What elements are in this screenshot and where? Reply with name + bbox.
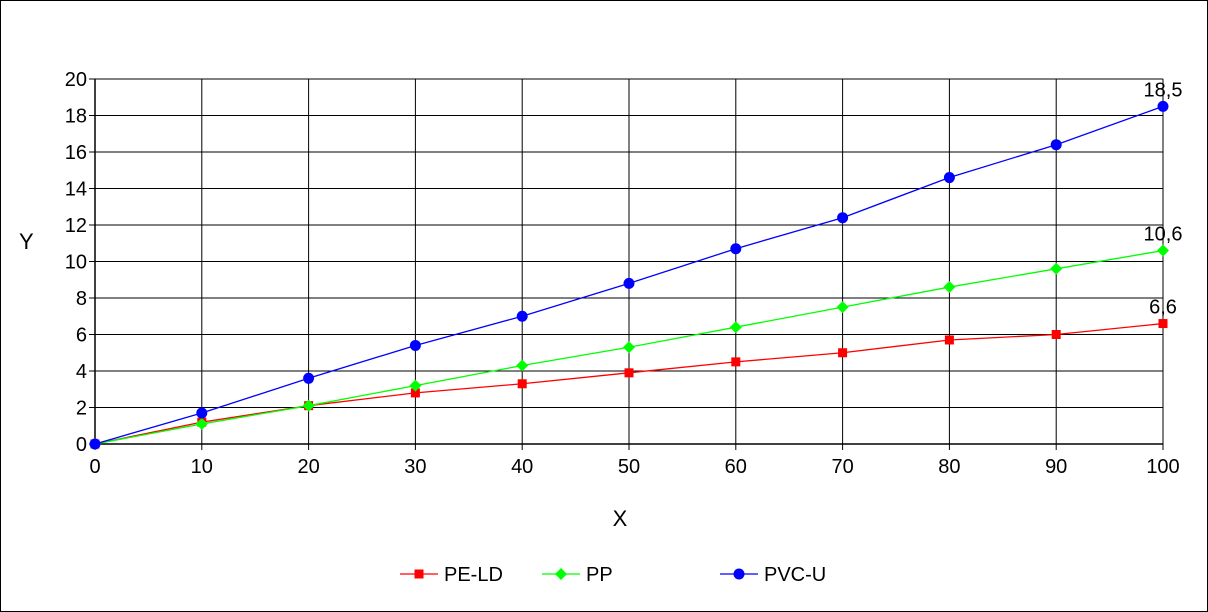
x-tick-label: 70	[831, 456, 853, 478]
data-point-pp	[409, 379, 422, 392]
data-point-pvc-u	[623, 277, 635, 289]
legend-item-pp: PP	[542, 564, 613, 586]
data-label-pp: 10,6	[1144, 224, 1183, 246]
x-tick-label: 60	[725, 456, 747, 478]
grid-lines	[94, 78, 1164, 445]
data-point-pvc-u	[196, 407, 208, 419]
legend-marker-pe-ld	[414, 569, 424, 579]
y-axis-title: Y	[19, 229, 34, 254]
data-point-pvc-u	[89, 438, 101, 450]
data-point-pvc-u	[409, 339, 421, 351]
series-pvc-u	[89, 100, 1169, 450]
y-tick-label: 12	[65, 215, 87, 237]
data-point-pp	[1050, 262, 1063, 275]
y-tick-label: 18	[65, 106, 87, 128]
y-tick-labels: 0 2 4 6 8 10 12 14 16 18 20	[65, 69, 87, 456]
data-point-pe-ld	[517, 379, 527, 389]
data-point-pp	[302, 399, 315, 412]
data-point-pp	[1157, 244, 1169, 257]
legend-label-pp: PP	[586, 564, 613, 586]
x-tick-label: 10	[191, 456, 213, 478]
data-label-pvc-u: 18,5	[1144, 79, 1183, 101]
data-point-pe-ld	[410, 388, 420, 398]
axes	[89, 78, 1164, 450]
y-tick-label: 10	[65, 252, 87, 274]
legend-marker-pvc-u	[733, 568, 745, 580]
y-tick-label: 2	[76, 398, 87, 420]
x-tick-labels: 0 10 20 30 40 50 60 70 80 90 100	[89, 456, 1179, 478]
data-point-pe-ld	[838, 348, 848, 358]
x-tick-label: 100	[1146, 456, 1179, 478]
data-point-pp	[729, 321, 742, 334]
data-point-pp	[195, 417, 208, 430]
x-tick-label: 90	[1045, 456, 1067, 478]
data-point-pp	[836, 301, 849, 314]
data-labels: 6,6 10,6 18,5	[1144, 79, 1183, 318]
y-tick-label: 8	[76, 288, 87, 310]
x-tick-label: 40	[511, 456, 533, 478]
data-point-pvc-u	[1050, 139, 1062, 151]
y-tick-label: 16	[65, 142, 87, 164]
x-tick-label: 50	[618, 456, 640, 478]
y-tick-label: 6	[76, 325, 87, 347]
y-tick-label: 0	[76, 434, 87, 456]
legend-label-pvc-u: PVC-U	[764, 564, 826, 586]
y-tick-label: 14	[65, 179, 87, 201]
data-point-pe-ld	[731, 357, 741, 367]
x-axis-title: X	[613, 506, 628, 531]
data-point-pvc-u	[303, 372, 315, 384]
data-point-pvc-u	[1157, 100, 1169, 112]
series-layer	[89, 100, 1169, 450]
x-tick-label: 80	[938, 456, 960, 478]
data-point-pe-ld	[1158, 319, 1168, 329]
data-point-pe-ld	[1051, 330, 1061, 339]
legend-item-pvc-u: PVC-U	[720, 564, 826, 586]
data-point-pe-ld	[624, 368, 634, 378]
data-point-pvc-u	[730, 243, 742, 255]
data-point-pvc-u	[837, 212, 849, 224]
y-tick-label: 4	[76, 361, 87, 383]
data-point-pp	[623, 341, 635, 354]
data-point-pp	[943, 281, 956, 294]
legend-marker-pp	[555, 568, 567, 580]
data-point-pvc-u	[943, 172, 955, 184]
x-tick-label: 0	[89, 456, 100, 478]
data-point-pvc-u	[516, 310, 528, 322]
data-label-pe-ld: 6,6	[1149, 297, 1177, 319]
y-tick-label: 20	[65, 69, 87, 91]
legend-label-pe-ld: PE-LD	[444, 564, 503, 586]
x-tick-label: 30	[404, 456, 426, 478]
x-tick-label: 20	[297, 456, 319, 478]
legend: PE-LD PP PVC-U	[400, 564, 826, 586]
legend-item-pe-ld: PE-LD	[400, 564, 503, 586]
data-point-pe-ld	[944, 335, 954, 345]
data-point-pp	[516, 359, 529, 372]
